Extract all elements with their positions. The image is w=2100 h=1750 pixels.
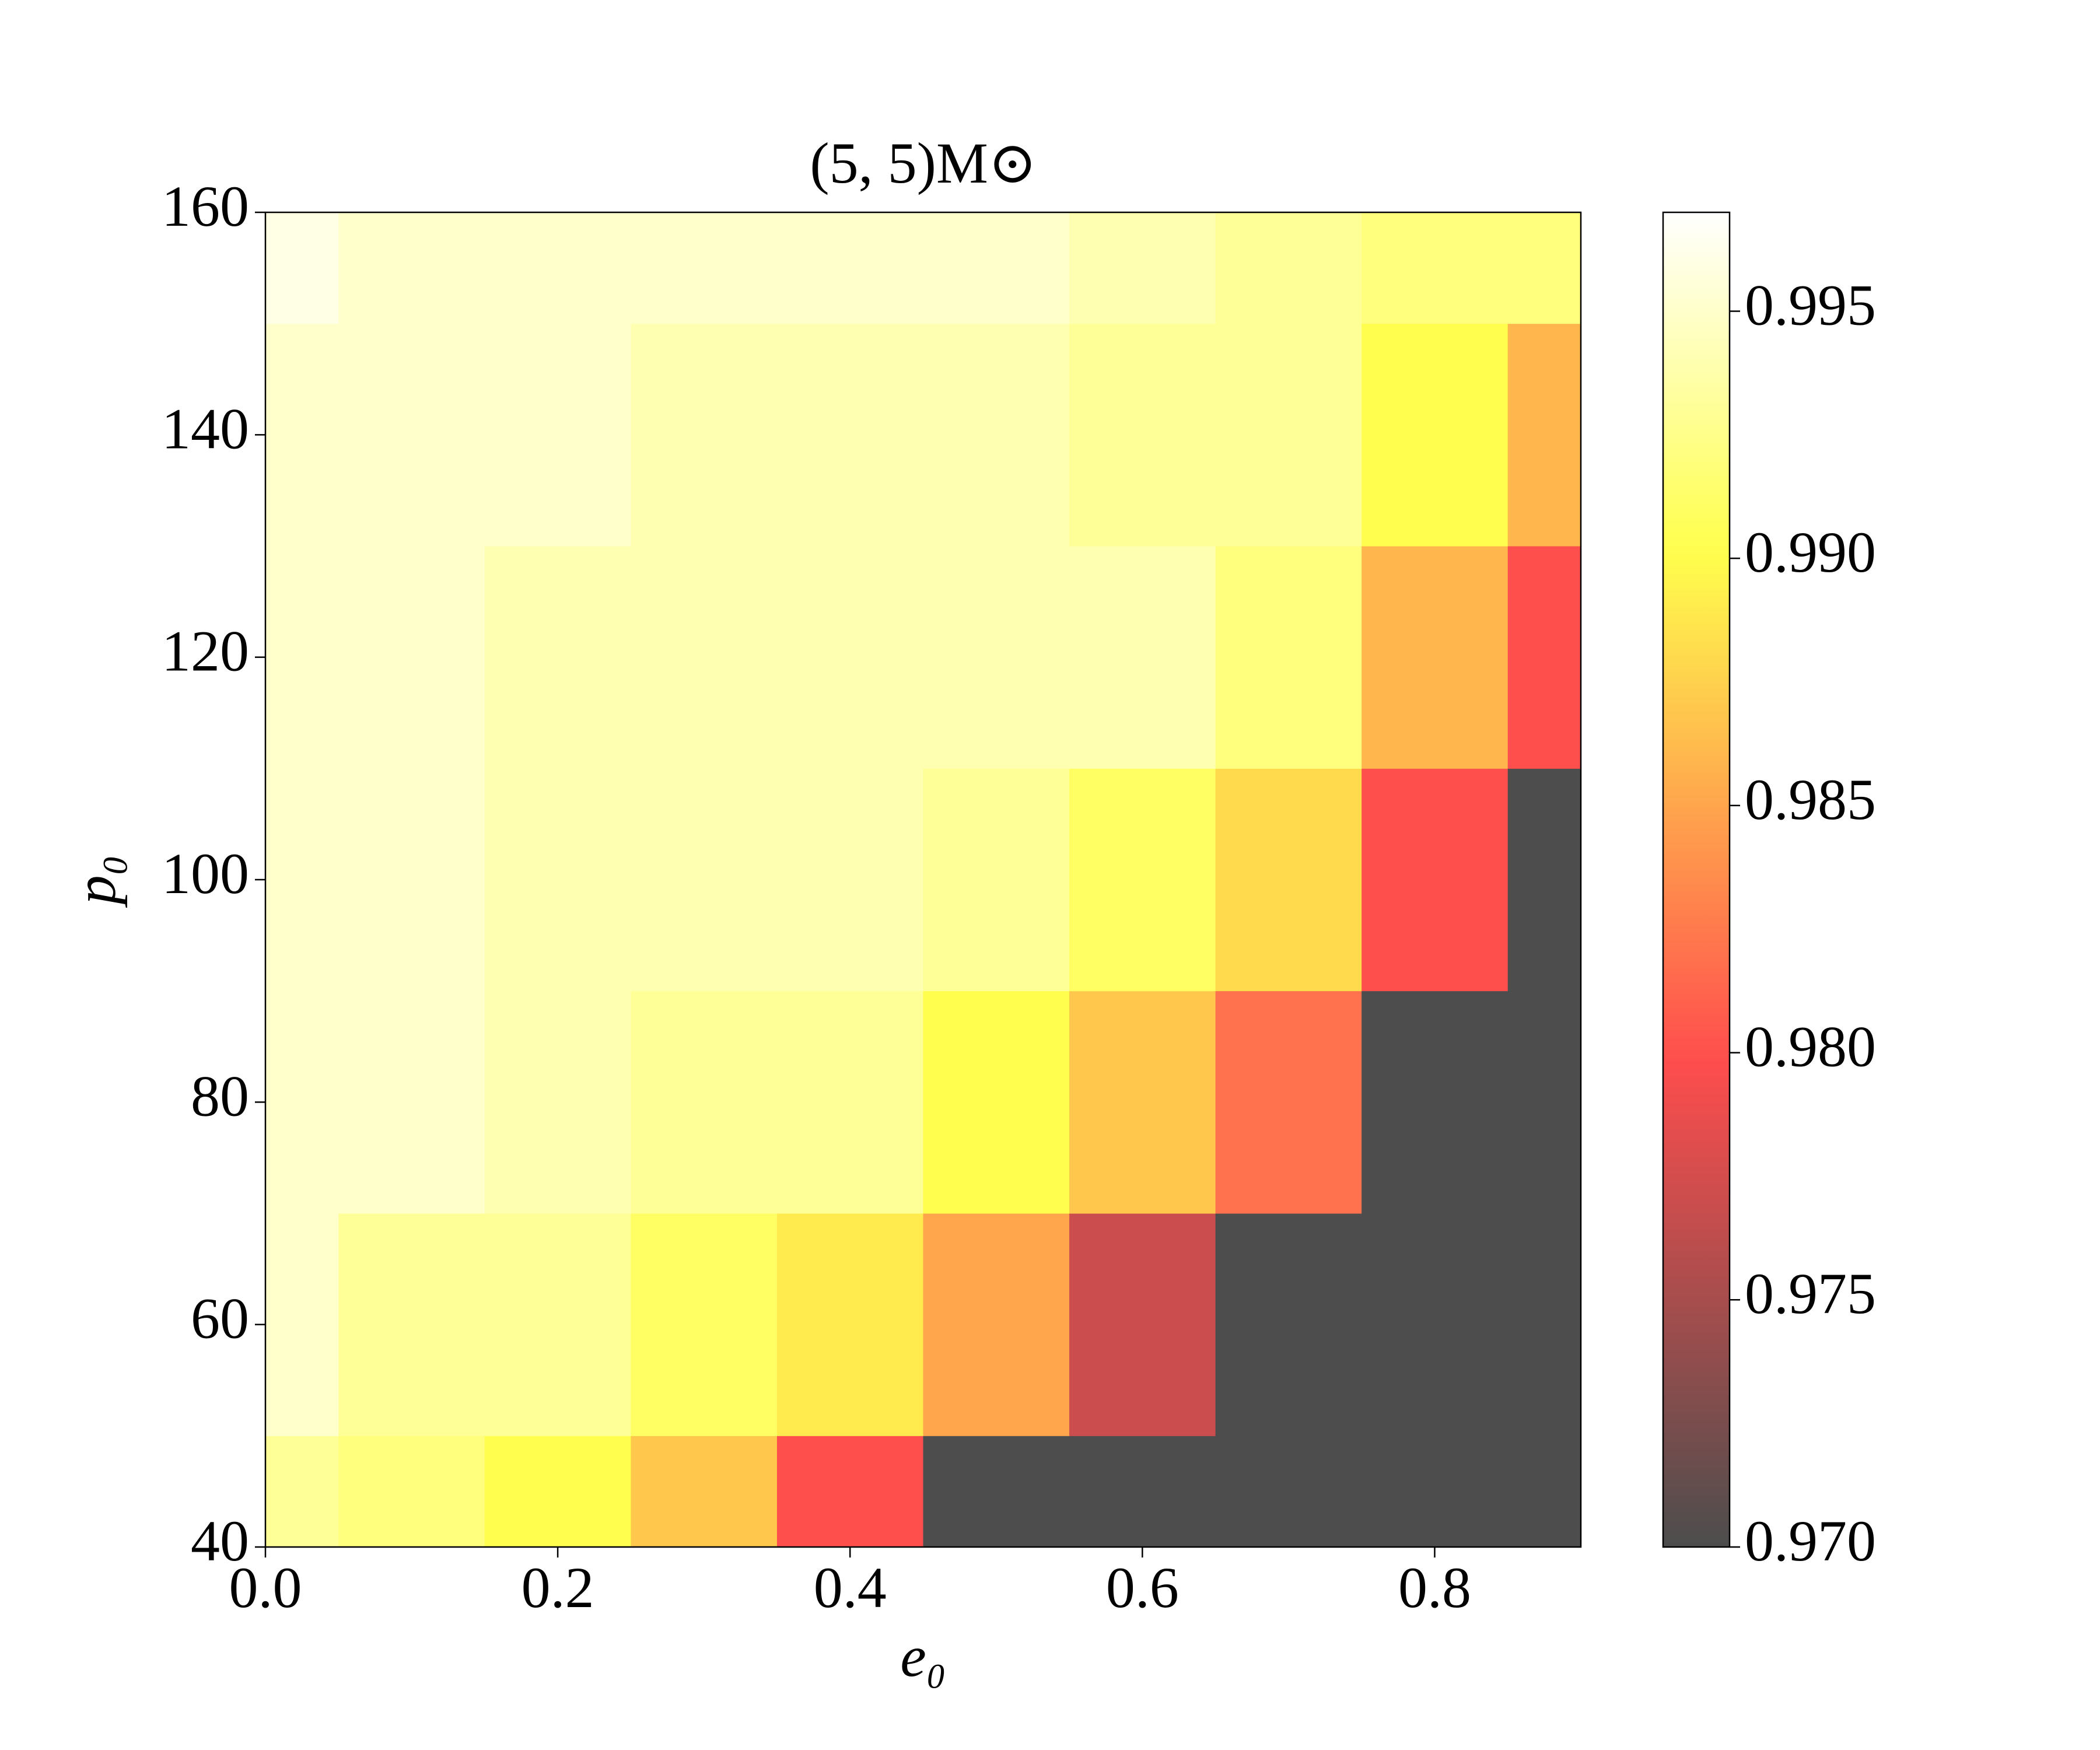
y-tick-label: 120 [162,619,249,684]
heatmap-cell [1362,546,1508,769]
heatmap-cell [923,546,1070,769]
x-axis-label: e₀ [900,1624,946,1689]
heatmap-cell [631,323,778,547]
heatmap-cell [1215,768,1362,992]
heatmap-cell [484,323,631,547]
heatmap-cell [484,212,631,324]
heatmap-cell [923,1436,1070,1547]
heatmap-cell [923,1213,1070,1436]
heatmap-cell [338,1213,485,1436]
heatmap-cell [1507,1436,1581,1547]
heatmap-cell [1507,768,1581,992]
heatmap-cell [631,1436,778,1547]
heatmap-cell [776,1213,923,1436]
chart-title: (5, 5)M⊙ [810,131,1037,195]
heatmap-cell [484,768,631,992]
heatmap-cell [1069,768,1216,992]
heatmap-cell [265,1436,339,1547]
x-tick-label: 0.2 [522,1555,594,1620]
heatmap-cell [923,212,1070,324]
heatmap-cell [484,546,631,769]
heatmap-cells [265,212,1581,1547]
heatmap-cell [631,991,778,1214]
heatmap-cell [1362,212,1508,324]
heatmap-cell [1507,991,1581,1214]
heatmap-cell [265,323,339,547]
heatmap-cell [265,546,339,769]
y-axis-label: p₀ [63,855,128,908]
x-tick-label: 0.4 [814,1555,887,1620]
heatmap-cell [338,212,485,324]
heatmap-cell [1507,323,1581,547]
heatmap-cell [1362,991,1508,1214]
heatmap-cell [923,323,1070,547]
colorbar [1662,211,1731,1548]
heatmap-cell [1215,991,1362,1214]
colorbar-tick-label: 0.970 [1745,1508,1876,1573]
heatmap-cell [1362,1436,1508,1547]
heatmap-cell [1362,1213,1508,1436]
y-tick-label: 140 [162,396,249,461]
heatmap-cell [631,546,778,769]
y-tick-label: 160 [162,174,249,239]
heatmap-cell [1507,546,1581,769]
heatmap-cell [631,212,778,324]
x-tick-label: 0.6 [1106,1555,1179,1620]
heatmap-cell [338,1436,485,1547]
x-tick-label: 0.0 [229,1555,302,1620]
heatmap-cell [484,991,631,1214]
heatmap-cell [1362,768,1508,992]
heatmap-cell [338,991,485,1214]
heatmap-cell [1069,212,1216,324]
y-tick-label: 40 [191,1508,249,1573]
colorbar-tick-label: 0.975 [1745,1261,1876,1326]
heatmap-cell [265,768,339,992]
y-tick-label: 100 [162,841,249,906]
y-tick-label: 80 [191,1063,249,1128]
heatmap-cell [923,768,1070,992]
heatmap-cell [1069,546,1216,769]
colorbar-tick-label: 0.990 [1745,520,1876,584]
heatmap-cell [484,1213,631,1436]
heatmap-cell [776,546,923,769]
colorbar-tick-label: 0.995 [1745,272,1876,337]
heatmap-cell [1507,212,1581,324]
heatmap-cell [776,212,923,324]
colorbar-tick-label: 0.985 [1745,767,1876,832]
heatmap-cell [265,991,339,1214]
heatmap-cell [265,1213,339,1436]
heatmap-cell [1069,991,1216,1214]
heatmap-cell [776,1436,923,1547]
heatmap-cell [1069,1213,1216,1436]
heatmap-cell [484,1436,631,1547]
heatmap-cell [1069,323,1216,547]
heatmap-cell [776,323,923,547]
heatmap-cell [265,212,339,324]
heatmap-cell [1507,1213,1581,1436]
y-tick-label: 60 [191,1286,249,1351]
heatmap-cell [1215,212,1362,324]
heatmap-cell [338,546,485,769]
heatmap-cell [1215,546,1362,769]
heatmap-cell [631,768,778,992]
heatmap-cell [1069,1436,1216,1547]
colorbar-tick-label: 0.980 [1745,1014,1876,1079]
heatmap-cell [338,323,485,547]
heatmap-cell [1215,1213,1362,1436]
heatmap-cell [776,768,923,992]
heatmap-cell [631,1213,778,1436]
heatmap-cell [923,991,1070,1214]
heatmap-cell [776,991,923,1214]
heatmap-cell [1215,1436,1362,1547]
heatmap-cell [1215,323,1362,547]
x-tick-label: 0.8 [1398,1555,1471,1620]
heatmap-cell [1362,323,1508,547]
heatmap-cell [338,768,485,992]
